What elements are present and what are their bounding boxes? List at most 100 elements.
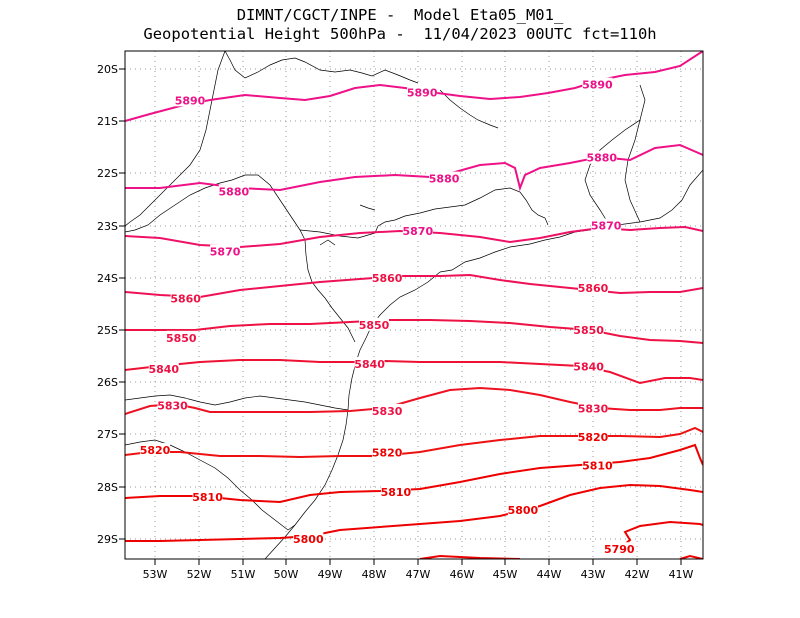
contour-label-bg — [192, 490, 223, 504]
contour-5790 — [619, 520, 703, 549]
contour-label-bg — [573, 359, 604, 373]
contour-label-5830: 5830 — [578, 402, 609, 415]
contour-label-5820: 5820 — [578, 431, 609, 444]
contour-label-5880: 5880 — [429, 173, 460, 186]
contour-label-bg — [380, 484, 411, 498]
contour-label-bg — [402, 223, 433, 237]
contour-5860 — [125, 273, 703, 299]
contour-label-bg — [507, 503, 538, 517]
contour-label-5860: 5860 — [170, 293, 201, 306]
contour-label-5830: 5830 — [157, 400, 188, 413]
contour-label-bg — [582, 77, 613, 91]
contour-label-5810: 5810 — [582, 460, 613, 473]
lat-label: 22S — [97, 167, 118, 180]
contour-label-bg — [578, 430, 608, 444]
lon-label: 43W — [581, 568, 606, 581]
lat-label: 25S — [97, 324, 118, 337]
contour-label-5860: 5860 — [372, 272, 403, 285]
contour-label-5800: 5800 — [508, 504, 539, 517]
lat-label: 23S — [97, 220, 118, 233]
contour-label-5790: 5790 — [604, 543, 635, 556]
grid — [125, 51, 703, 559]
contour-label-5890: 5890 — [175, 94, 206, 107]
contour-label-bg — [586, 150, 617, 164]
contour-label-5810: 5810 — [381, 486, 412, 499]
contour-label-bg — [140, 443, 170, 457]
contour-label-5840: 5840 — [354, 358, 385, 371]
contour-label-bg — [170, 291, 201, 305]
lon-label: 51W — [231, 568, 256, 581]
contour-label-5800: 5800 — [293, 533, 324, 546]
contour-label-5830: 5830 — [372, 405, 403, 418]
contour-label-bg — [359, 317, 389, 331]
lon-label: 53W — [143, 568, 168, 581]
lat-label: 21S — [97, 115, 118, 128]
contour-label-5820: 5820 — [140, 444, 171, 457]
contour-label-bg — [354, 356, 385, 370]
contour-label-bg — [429, 171, 460, 185]
lat-label: 28S — [97, 481, 118, 494]
contour-label-bg — [591, 218, 622, 232]
contour-5840 — [125, 359, 703, 385]
chart-title-line1: DIMNT/CGCT/INPE - Model Eta05_M01_ — [236, 6, 564, 24]
contour-label-bg — [210, 244, 241, 258]
lon-label: 45W — [493, 568, 518, 581]
contour-label-bg — [218, 184, 249, 198]
lat-label: 24S — [97, 272, 118, 285]
contour-label-5850: 5850 — [166, 332, 197, 345]
contour-label-5870: 5870 — [210, 246, 241, 259]
lon-label: 41W — [669, 568, 694, 581]
contour-label-5810: 5810 — [192, 491, 223, 504]
contour-label-5860: 5860 — [578, 282, 609, 295]
contour-5820 — [125, 426, 703, 459]
lon-label: 48W — [362, 568, 387, 581]
contour-label-5890: 5890 — [407, 86, 438, 99]
contour-label-bg — [372, 445, 403, 459]
contour-5830 — [125, 386, 703, 415]
contour-5850 — [125, 319, 703, 344]
contour-label-5850: 5850 — [573, 324, 604, 337]
contour-label-5850: 5850 — [359, 319, 390, 332]
contour-label-5820: 5820 — [372, 447, 403, 460]
contour-label-5840: 5840 — [573, 361, 604, 374]
contour-label-bg — [372, 270, 403, 284]
lat-label: 27S — [97, 428, 118, 441]
contour-label-bg — [573, 323, 604, 336]
lat-label: 26S — [97, 376, 118, 389]
contour-label-5870: 5870 — [591, 220, 622, 233]
latitude-labels: 20S 21S 22S 23S 24S 25S 26S 27S 28S 29S — [97, 63, 118, 546]
contour-label-bg — [407, 85, 438, 99]
tick-marks — [119, 68, 682, 565]
contour-label-bg — [604, 542, 635, 556]
contour-label-bg — [175, 93, 206, 107]
plot-frame — [124, 50, 704, 560]
lon-label: 50W — [274, 568, 299, 581]
longitude-labels: 53W 52W 51W 50W 49W 48W 47W 46W 45W 44W … — [143, 568, 694, 581]
lon-label: 49W — [318, 568, 343, 581]
contour-5810 — [125, 443, 703, 504]
contour-5800 — [125, 483, 703, 542]
lat-label: 20S — [97, 63, 118, 76]
lon-label: 47W — [406, 568, 431, 581]
contour-label-5880: 5880 — [586, 152, 617, 165]
contour-label-bg — [578, 401, 608, 415]
chart-title-line2: Geopotential Height 500hPa - 11/04/2023 … — [143, 25, 657, 43]
contour-label-5890: 5890 — [582, 79, 613, 92]
contour-label-bg — [157, 398, 188, 412]
contour-label-bg — [578, 281, 608, 295]
contour-label-bg — [166, 330, 197, 344]
contour-labels: 5890 5890 5890 5880 5880 5880 5870 5870 5870 5860… — [140, 77, 635, 556]
contour-label-bg — [582, 458, 613, 472]
contour-label-5880: 5880 — [219, 186, 250, 199]
contour-label-bg — [293, 531, 324, 545]
contour-label-bg — [372, 403, 403, 417]
lon-label: 52W — [187, 568, 212, 581]
contour-5790-se — [679, 554, 703, 559]
coastline-and-borders — [125, 51, 703, 559]
contour-label-bg — [148, 362, 179, 376]
lon-label: 42W — [625, 568, 650, 581]
contour-label-5870: 5870 — [402, 225, 433, 238]
lon-label: 46W — [450, 568, 475, 581]
lon-label: 44W — [537, 568, 562, 581]
